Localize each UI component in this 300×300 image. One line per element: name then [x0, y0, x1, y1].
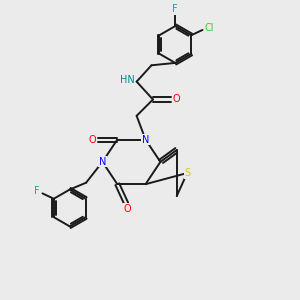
Text: O: O: [172, 94, 180, 104]
Text: O: O: [89, 135, 96, 145]
Text: Cl: Cl: [204, 23, 214, 33]
Text: F: F: [172, 4, 178, 14]
Text: F: F: [34, 186, 39, 196]
Text: N: N: [99, 157, 106, 167]
Text: S: S: [184, 168, 190, 178]
Text: O: O: [124, 204, 131, 214]
Text: N: N: [142, 135, 149, 145]
Text: HN: HN: [120, 75, 134, 85]
